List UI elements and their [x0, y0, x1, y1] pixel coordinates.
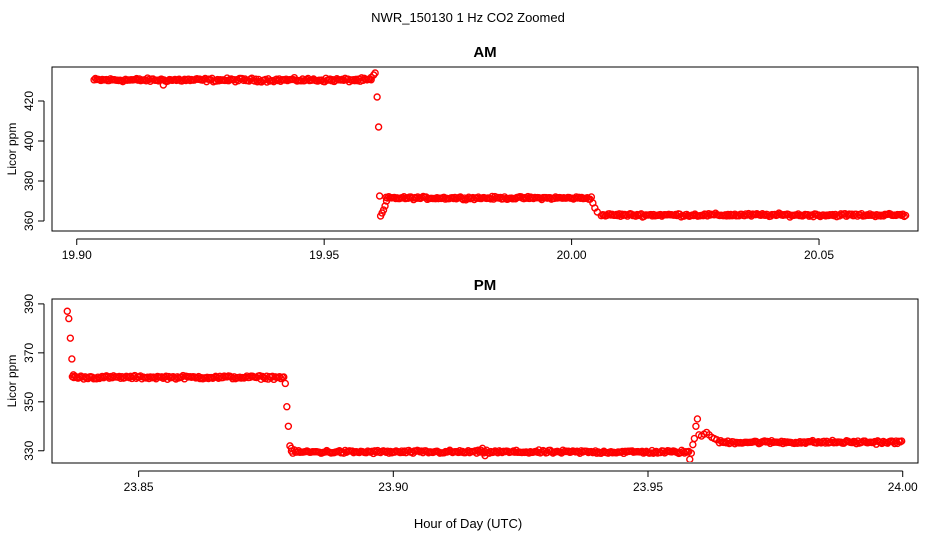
panel-pm: PM Licor ppm 23.85 23.90 23.95 24.00 330 350… — [5, 277, 919, 494]
data-point — [686, 455, 694, 462]
x-tick-label: 19.90 — [62, 248, 92, 262]
y-tick-label: 330 — [22, 440, 36, 460]
y-tick-label: 390 — [22, 294, 36, 314]
plot-area-am — [51, 66, 919, 232]
data-point — [287, 444, 296, 453]
data-point — [481, 451, 489, 460]
x-tick-label: 23.95 — [633, 480, 663, 494]
data-point — [65, 314, 73, 323]
data-point — [68, 355, 76, 363]
data-point — [374, 123, 383, 131]
y-tick-label: 380 — [22, 171, 36, 191]
x-tick-label: 19.95 — [309, 248, 339, 262]
x-axis-label: Hour of Day (UTC) — [414, 516, 522, 531]
y-tick-label: 370 — [22, 343, 36, 363]
data-point — [693, 415, 702, 423]
y-axis-label-pm: Licor ppm — [5, 355, 19, 408]
data-point — [371, 69, 379, 77]
data-point — [690, 434, 699, 443]
x-tick-label: 23.85 — [124, 480, 154, 494]
data-point — [69, 371, 78, 379]
data-point — [379, 206, 388, 214]
data-point — [713, 436, 721, 444]
data-point — [898, 437, 906, 445]
x-tick-label: 24.00 — [888, 480, 918, 494]
panel-title-am: AM — [473, 44, 496, 61]
data-point — [373, 93, 381, 101]
y-tick-label: 360 — [22, 211, 36, 231]
y-tick-label: 400 — [22, 131, 36, 151]
data-point — [593, 208, 602, 216]
data-point — [382, 197, 391, 205]
series-am — [90, 69, 910, 221]
y-tick-label: 420 — [22, 91, 36, 111]
panel-title-pm: PM — [474, 277, 497, 294]
data-point — [474, 446, 482, 454]
data-points — [63, 307, 906, 462]
data-points — [90, 69, 910, 221]
data-point — [66, 334, 75, 342]
data-point — [689, 440, 697, 449]
panel-am: AM Licor ppm 19.90 19.95 20.00 20.05 360 380… — [5, 44, 919, 262]
x-tick-label: 23.90 — [378, 480, 408, 494]
y-axis-label-am: Licor ppm — [5, 123, 19, 176]
data-point — [687, 449, 696, 457]
data-point — [284, 422, 293, 430]
x-tick-label: 20.00 — [557, 248, 587, 262]
data-point — [692, 422, 700, 430]
data-point — [159, 81, 168, 89]
data-point — [283, 403, 291, 411]
y-tick-label: 350 — [22, 391, 36, 411]
x-tick-label: 20.05 — [804, 248, 834, 262]
series-pm — [63, 307, 906, 462]
data-point — [280, 373, 288, 381]
data-point — [281, 379, 290, 388]
data-point — [901, 211, 910, 220]
figure-title: NWR_150130 1 Hz CO2 Zoomed — [371, 10, 565, 25]
data-point — [63, 307, 71, 315]
y-axis-pm: 330 350 370 390 — [22, 294, 45, 461]
x-axis-am: 19.90 19.95 20.00 20.05 — [62, 238, 834, 262]
x-axis-pm: 23.85 23.90 23.95 24.00 — [124, 470, 918, 494]
data-point — [375, 192, 384, 200]
y-axis-am: 360 380 400 420 — [22, 91, 45, 231]
plot-area-pm — [51, 298, 919, 464]
data-point — [478, 444, 487, 453]
